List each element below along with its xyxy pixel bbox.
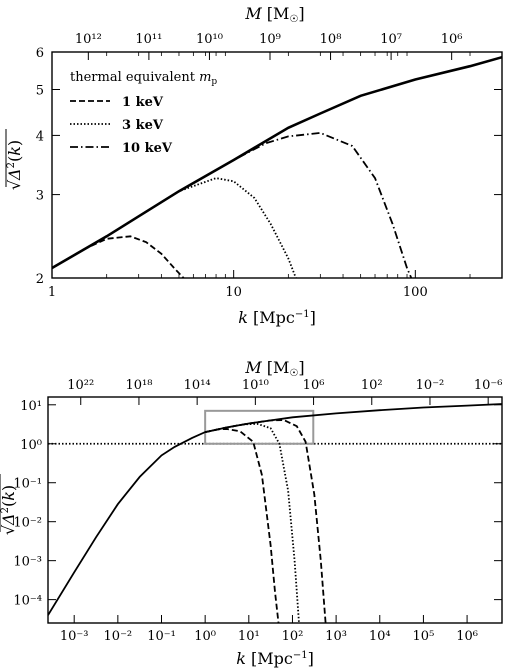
- top-tick-label: 10²²: [67, 378, 94, 393]
- bottom-panel-mass-axis-label: M [M☉]: [244, 358, 304, 379]
- y-tick-label: 4: [36, 129, 44, 144]
- top-panel-y-axis-label: √Δ2(k): [5, 129, 24, 190]
- x-tick-label: 10: [225, 285, 242, 300]
- top-tick-label: 10¹⁸: [125, 378, 152, 393]
- top-tick-label: 10⁸: [320, 32, 342, 47]
- x-tick-label: 10⁶: [456, 629, 478, 644]
- top-panel-plot-area: [52, 55, 502, 278]
- top-panel-series-group: [52, 55, 502, 278]
- x-tick-label: 100: [403, 285, 428, 300]
- bottom-panel-frame: [47, 396, 503, 624]
- bottom-panel-x-ticks: 10⁻³ 10⁻² 10⁻¹ 10⁰ 10¹ 10² 10³ 10⁴ 10⁵ 10⁶: [60, 615, 478, 644]
- y-tick-label: 3: [36, 189, 44, 204]
- x-tick-label: 10³: [325, 629, 347, 644]
- top-tick-label: 10¹⁴: [184, 378, 211, 393]
- top-tick-label: 10⁻²: [416, 378, 445, 393]
- top-panel: M [M☉] 10¹² 10¹¹ 10¹⁰ 10⁹ 10⁸ 10⁷ 10⁶ 1 10 100 2…: [5, 4, 503, 327]
- bottom-panel: M [M☉] 10²² 10¹⁸ 10¹⁴ 10¹⁰ 10⁶ 10² 10⁻² 10⁻⁶ 10…: [0, 358, 503, 668]
- top-tick-label: 10¹⁰: [196, 32, 223, 47]
- top-panel-x-ticks: 1 10 100: [48, 52, 503, 300]
- x-tick-label: 10¹: [238, 629, 260, 644]
- top-panel-y-ticks: 2 3 4 5 6: [36, 46, 502, 287]
- top-panel-series-10kev: [52, 131, 413, 278]
- top-panel-series-1kev: [52, 235, 185, 278]
- top-panel-legend: thermal equivalent mp 1 keV 3 keV 10 keV: [70, 70, 217, 156]
- top-tick-label: 10⁶: [303, 378, 325, 393]
- top-tick-label: 10²: [361, 378, 383, 393]
- legend-label-1kev: 1 keV: [122, 95, 164, 110]
- x-tick-label: 1: [48, 285, 56, 300]
- legend-label-10kev: 10 keV: [122, 141, 173, 156]
- top-tick-label: 10⁹: [259, 32, 281, 47]
- y-tick-label: 6: [36, 46, 44, 61]
- bottom-panel-plot-area: [48, 403, 502, 623]
- top-panel-series-3kev: [52, 177, 297, 278]
- x-tick-label: 10⁵: [413, 629, 435, 644]
- svg-text:√Δ2(k): √Δ2(k): [5, 140, 24, 190]
- top-tick-label: 10⁶: [441, 32, 463, 47]
- y-tick-label: 10⁰: [20, 438, 42, 453]
- x-tick-label: 10⁴: [369, 629, 391, 644]
- top-tick-label: 10¹²: [75, 32, 102, 47]
- bottom-panel-series-10kev: [205, 419, 327, 623]
- y-tick-label: 10⁻³: [13, 555, 42, 570]
- top-tick-label: 10¹⁰: [242, 378, 269, 393]
- zoom-inset-box: [204, 409, 315, 445]
- y-tick-label: 5: [36, 84, 44, 99]
- x-tick-label: 10²: [282, 629, 304, 644]
- legend-label-3kev: 3 keV: [122, 118, 164, 133]
- y-tick-label: 10⁻¹: [13, 477, 42, 492]
- top-panel-mass-axis-label: M [M☉]: [244, 4, 304, 25]
- y-tick-label: 10¹: [20, 399, 42, 414]
- x-tick-label: 10⁻²: [104, 629, 133, 644]
- y-tick-label: 2: [36, 272, 44, 287]
- bottom-panel-y-ticks: 10¹ 10⁰ 10⁻¹ 10⁻² 10⁻³ 10⁻⁴: [13, 399, 502, 609]
- x-tick-label: 10⁻¹: [147, 629, 176, 644]
- top-tick-label: 10⁷: [380, 32, 402, 47]
- x-tick-label: 10⁰: [194, 629, 216, 644]
- top-panel-mass-ticks: 10¹² 10¹¹ 10¹⁰ 10⁹ 10⁸ 10⁷ 10⁶: [75, 32, 463, 60]
- top-panel-x-axis-label: k [Mpc−1]: [238, 308, 316, 327]
- top-tick-label: 10¹¹: [135, 32, 162, 47]
- y-tick-label: 10⁻²: [13, 516, 42, 531]
- bottom-panel-series-1kev: [205, 428, 280, 623]
- bottom-panel-series-total: [48, 403, 502, 616]
- bottom-panel-series-group: [48, 403, 502, 623]
- top-panel-frame: [51, 51, 503, 279]
- x-tick-label: 10⁻³: [60, 629, 89, 644]
- bottom-panel-mass-ticks: 10²² 10¹⁸ 10¹⁴ 10¹⁰ 10⁶ 10² 10⁻² 10⁻⁶: [67, 378, 502, 405]
- legend-title: thermal equivalent mp: [70, 70, 217, 87]
- bottom-panel-series-3kev: [205, 422, 300, 623]
- bottom-panel-y-axis-label: √Δ2(k): [0, 474, 18, 535]
- svg-text:√Δ2(k): √Δ2(k): [0, 485, 18, 535]
- y-tick-label: 10⁻⁴: [13, 594, 42, 609]
- top-tick-label: 10⁻⁶: [474, 378, 503, 393]
- bottom-panel-x-axis-label: k [Mpc−1]: [236, 649, 314, 668]
